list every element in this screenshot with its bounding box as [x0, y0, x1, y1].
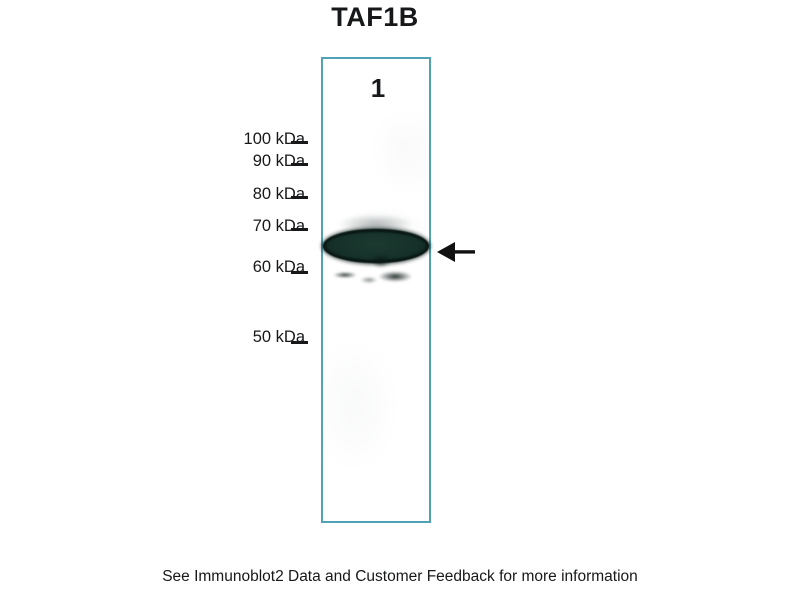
band-indicator-arrow-icon — [437, 242, 475, 262]
figure-caption: See Immunoblot2 Data and Customer Feedba… — [162, 568, 638, 585]
marker-label: 90 kDa — [252, 152, 305, 170]
band-minor-left — [330, 271, 360, 279]
band-minor-right — [375, 269, 420, 284]
page-title: TAF1B — [331, 2, 419, 32]
marker-tick — [291, 271, 308, 274]
marker-label: 70 kDa — [252, 217, 305, 235]
band-minor-center — [358, 276, 380, 284]
blot-lane-box: 1 — [321, 57, 431, 523]
marker-tick — [291, 163, 308, 166]
marker-tick — [291, 141, 308, 144]
marker-label: 60 kDa — [252, 258, 305, 276]
marker-label: 50 kDa — [252, 328, 305, 346]
marker-tick — [291, 341, 308, 344]
marker-tick — [291, 196, 308, 199]
marker-label: 80 kDa — [252, 185, 305, 203]
marker-label: 100 kDa — [243, 130, 305, 148]
lane-number-label: 1 — [370, 73, 386, 103]
film-texture — [323, 59, 429, 521]
marker-tick — [291, 228, 308, 231]
